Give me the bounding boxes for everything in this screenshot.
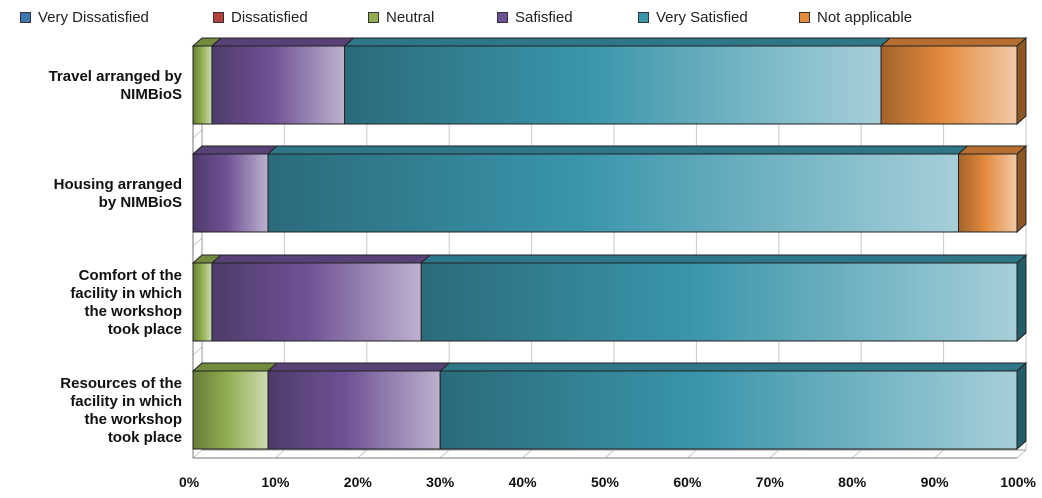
legend-label: Safisfied (515, 8, 573, 26)
bar-segment (343, 37, 892, 125)
legend-item: Dissatisfied (213, 8, 308, 26)
legend-label: Dissatisfied (231, 8, 308, 26)
legend-swatch (638, 11, 649, 23)
legend-swatch (20, 11, 31, 23)
category-label: Housing arranged by NIMBioS (54, 176, 182, 211)
legend-label: Very Satisfied (656, 8, 748, 26)
x-tick-label: 90% (921, 474, 950, 490)
x-tick-label: 20% (344, 474, 373, 490)
legend-item: Neutral (368, 8, 434, 26)
x-tick-label: 60% (673, 474, 702, 490)
bar-segment (438, 362, 1028, 450)
x-tick-label: 70% (756, 474, 785, 490)
category-label: Comfort of the facility in which the works… (70, 267, 182, 338)
category-label: Travel arranged by NIMBioS (49, 68, 183, 103)
x-axis-ticks: 0% 10% 20% 30% 40% 50% 60% 70% 80% 90% 100% (179, 474, 1037, 490)
bar-segment (419, 254, 1028, 342)
bar-segment (266, 145, 969, 233)
bar-segment (879, 37, 1028, 125)
legend-label: Not applicable (817, 8, 913, 26)
legend-item: Very Dissatisfied (20, 8, 149, 26)
bar-segment (210, 254, 432, 342)
legend-swatch (368, 11, 379, 23)
bar-side-face (1016, 144, 1027, 234)
legend-swatch (213, 11, 224, 23)
bar-side-face (1016, 361, 1027, 451)
legend-label: Very Dissatisfied (38, 8, 149, 26)
legend: Very Dissatisfied Dissatisfied Neutral Safi… (0, 0, 1042, 34)
legend-swatch (799, 11, 810, 23)
x-tick-label: 10% (261, 474, 290, 490)
legend-swatch (497, 11, 508, 23)
category-labels: Travel arranged by NIMBioS Housing arrange… (49, 68, 183, 446)
x-tick-label: 0% (179, 474, 200, 490)
bar-segment (210, 37, 355, 125)
bar-side-face (1016, 253, 1027, 343)
x-tick-label: 40% (509, 474, 538, 490)
legend-item: Very Satisfied (638, 8, 748, 26)
x-tick-label: 30% (426, 474, 455, 490)
bar-segment (191, 362, 279, 450)
legend-item: Not applicable (799, 8, 912, 26)
bar-segment (191, 145, 279, 233)
bar-side-face (1016, 36, 1027, 126)
bar-segment (266, 362, 451, 450)
x-tick-label: 100% (1000, 474, 1036, 490)
legend-item: Safisfied (497, 8, 573, 26)
bars-layer (191, 36, 1028, 451)
legend-label: Neutral (386, 8, 435, 26)
x-tick-label: 80% (838, 474, 867, 490)
category-label: Resources of the facility in which the wor… (60, 375, 182, 446)
bar-segment (957, 145, 1028, 233)
x-tick-label: 50% (591, 474, 620, 490)
